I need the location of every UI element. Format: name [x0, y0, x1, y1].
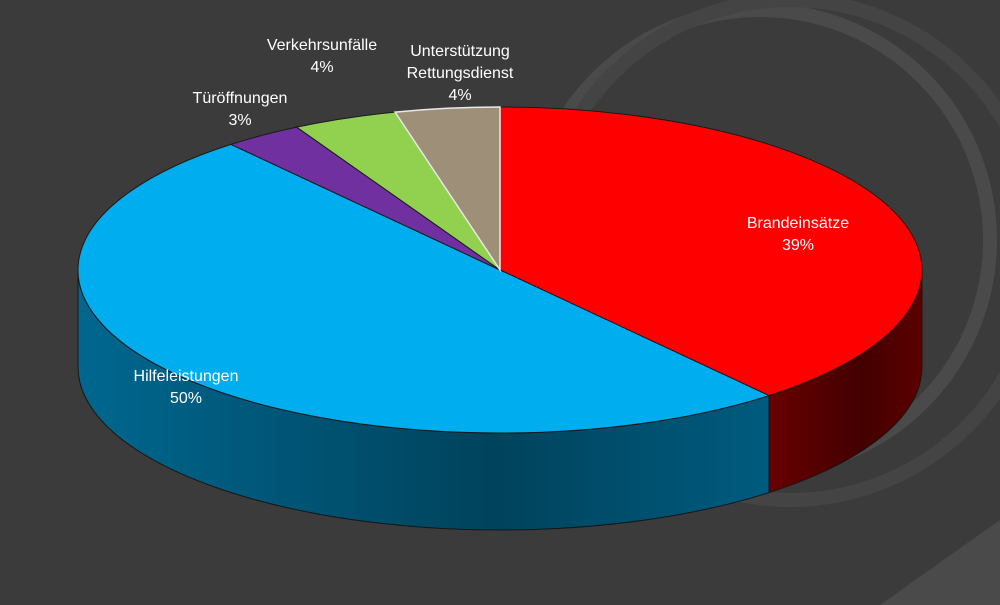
label-verkehrsunfalle: Verkehrsunfälle 4%	[267, 37, 377, 76]
label-name: Türöffnungen	[193, 90, 288, 107]
label-name: Verkehrsunfälle	[267, 37, 377, 54]
label-name: Brandeinsätze	[747, 215, 849, 232]
label-hilfeleistungen: Hilfeleistungen 50%	[134, 368, 239, 407]
label-percent: 3%	[228, 112, 251, 129]
label-name: Rettungsdienst	[407, 65, 514, 82]
slice-brandeinsatze	[499, 106, 923, 397]
label-turoffnungen: Türöffnungen 3%	[193, 90, 288, 129]
label-percent: 50%	[170, 390, 202, 407]
label-percent: 4%	[310, 59, 333, 76]
label-percent: 39%	[782, 237, 814, 254]
label-unterstutzung-rettungsdienst: Unterstützung Rettungsdienst 4%	[407, 43, 514, 104]
pie-tops	[77, 106, 923, 434]
label-brandeinsatze: Brandeinsätze 39%	[747, 215, 849, 254]
label-name: Hilfeleistungen	[134, 368, 239, 385]
background-corner-shape	[880, 520, 1000, 605]
label-percent: 4%	[448, 87, 471, 104]
slice-side-shade-hilfeleistungen	[78, 270, 769, 530]
slice-hilfeleistungen	[77, 143, 771, 434]
slice-side-shade-brandeinsatze	[768, 270, 922, 493]
label-name: Unterstützung	[410, 43, 510, 60]
pie-labels: Brandeinsätze 39% Hilfeleistungen 50% Türöff…	[134, 37, 850, 407]
slice-unterstutzung-rettungsdienst	[393, 106, 501, 273]
